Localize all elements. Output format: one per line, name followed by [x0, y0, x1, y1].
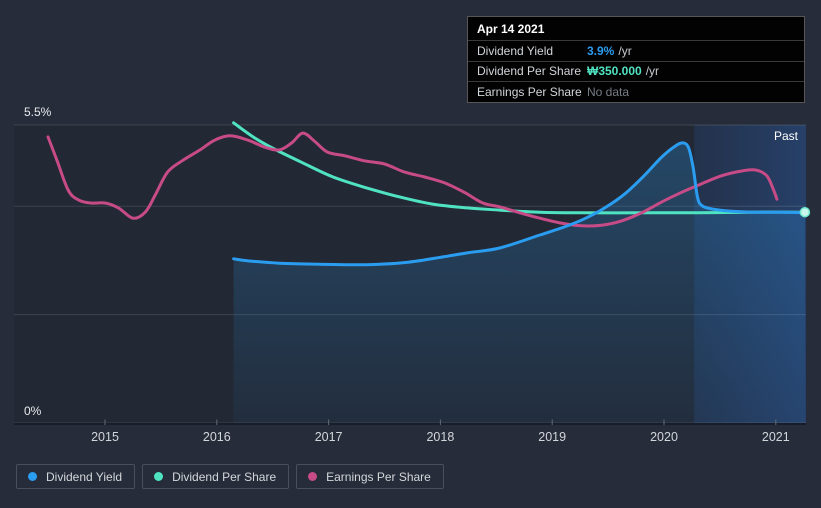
y-axis-label-bottom: 0%: [24, 404, 42, 418]
tooltip-row-dividend-per-share: Dividend Per Share ₩350.000/yr: [468, 60, 804, 82]
legend-item-dividend-per-share[interactable]: Dividend Per Share: [142, 464, 290, 489]
tooltip-row-value: No data: [587, 84, 630, 99]
tooltip-row-label: Earnings Per Share: [477, 84, 582, 99]
legend-item-dividend-yield[interactable]: Dividend Yield: [16, 464, 136, 489]
tooltip-row-label: Dividend Per Share: [477, 64, 582, 79]
x-axis-label-2019: 2019: [538, 430, 567, 444]
chart-legend: Dividend Yield Dividend Per Share Earnin…: [16, 464, 444, 489]
tooltip-row-earnings-per-share: Earnings Per Share No data: [468, 81, 804, 102]
tooltip-row-label: Dividend Yield: [477, 43, 554, 58]
tooltip-date: Apr 14 2021: [477, 22, 545, 36]
legend-dot-dividend-per-share: [154, 472, 164, 481]
tooltip-row-dividend-yield: Dividend Yield 3.9%/yr: [468, 40, 804, 61]
legend-dot-earnings-per-share: [308, 472, 318, 481]
tooltip-row-suffix: /yr: [645, 64, 660, 79]
legend-item-earnings-per-share[interactable]: Earnings Per Share: [296, 464, 444, 489]
legend-label: Dividend Yield: [46, 469, 123, 484]
legend-label: Earnings Per Share: [326, 469, 431, 484]
tooltip-row-value: ₩350.000: [587, 64, 642, 79]
chart-tooltip: Apr 14 2021 Dividend Yield 3.9%/yr Divid…: [467, 16, 805, 103]
tooltip-row-value: 3.9%: [587, 43, 615, 58]
legend-dot-dividend-yield: [28, 472, 37, 481]
past-region-label: Past: [773, 129, 798, 143]
legend-label: Dividend Per Share: [172, 469, 277, 484]
tooltip-row-suffix: /yr: [618, 43, 632, 58]
x-axis-label-2020: 2020: [650, 430, 678, 444]
x-axis-label-2017: 2017: [314, 430, 343, 444]
x-axis-label-2016: 2016: [202, 430, 231, 444]
x-axis-label-2015: 2015: [91, 430, 119, 444]
x-axis-label-2021: 2021: [761, 430, 790, 444]
x-axis-label-2018: 2018: [426, 430, 455, 444]
y-axis-label-top: 5.5%: [24, 105, 52, 119]
